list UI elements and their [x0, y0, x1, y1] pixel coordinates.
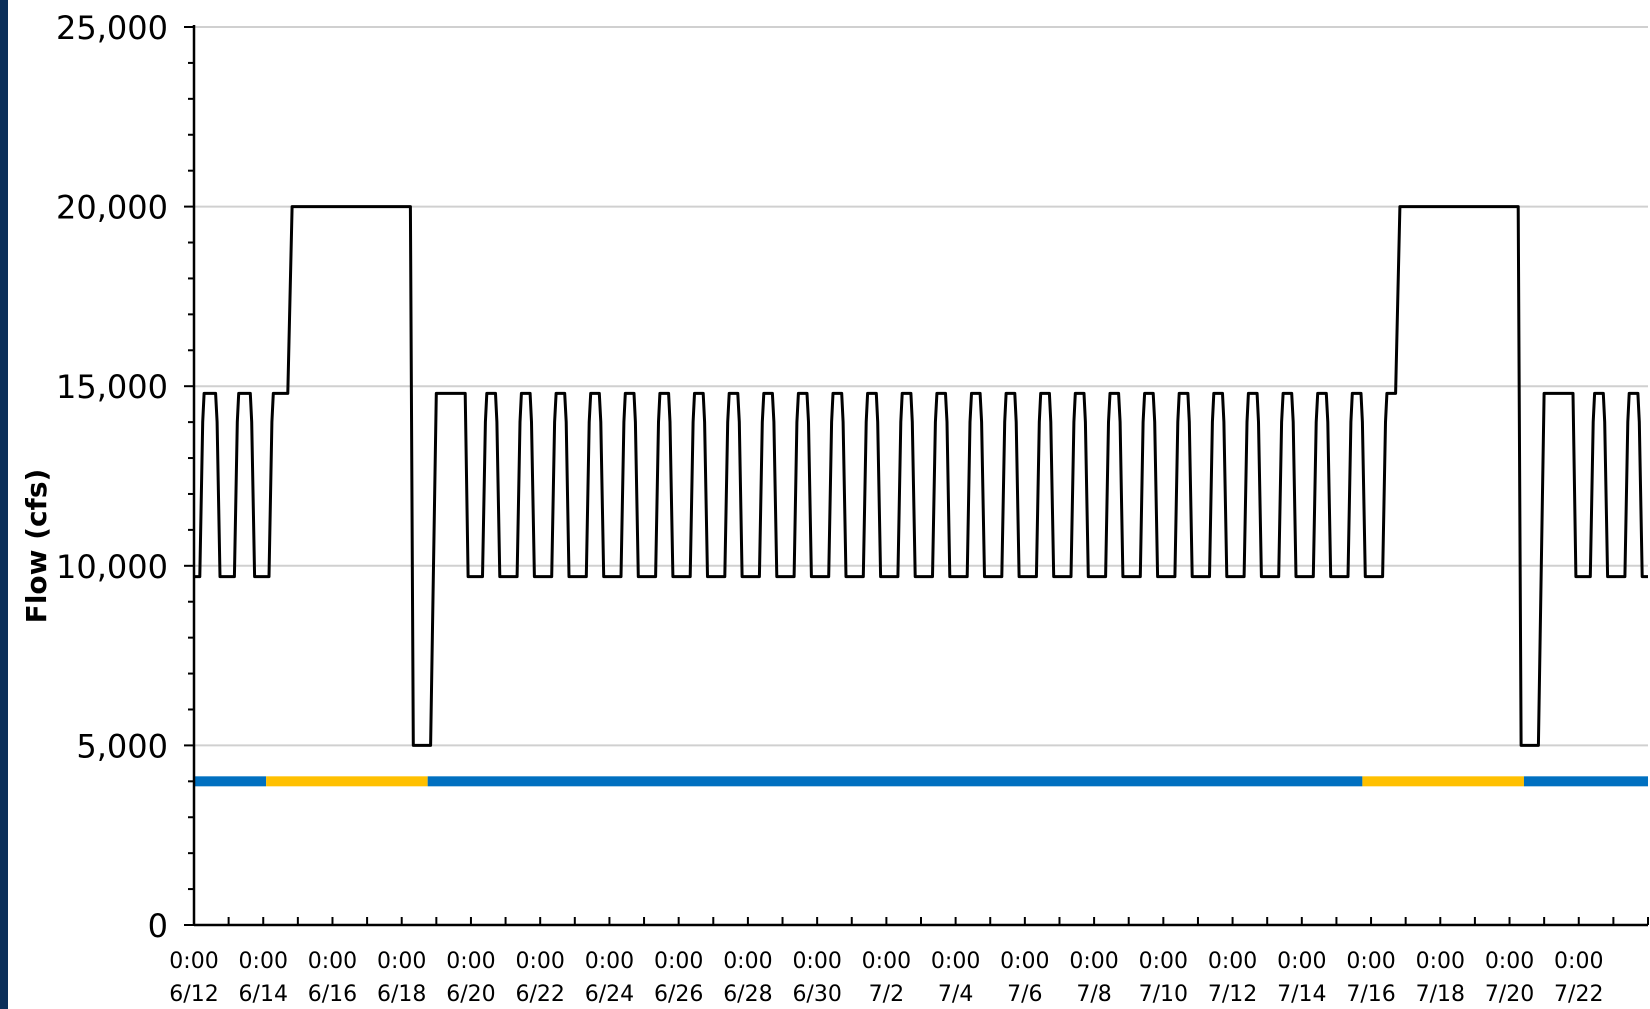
x-tick-date: 6/20 [446, 982, 495, 1007]
x-tick-time: 0:00 [1346, 949, 1395, 974]
x-tick-label: 0:00 6/30 [792, 949, 841, 1007]
x-tick-date: 7/22 [1554, 982, 1603, 1007]
x-tick-date: 6/30 [792, 982, 841, 1007]
x-tick-time: 0:00 [308, 949, 357, 974]
x-tick-time: 0:00 [1000, 949, 1049, 974]
chart-frame: 0 5,000 10,000 15,000 20,000 25,000 0:00 6/12 0… [8, 0, 1650, 1009]
series-layer [194, 205, 1648, 747]
x-tick-label: 0:00 7/6 [1000, 949, 1049, 1007]
period-band [1523, 776, 1648, 787]
x-tick-date: 7/18 [1416, 982, 1465, 1007]
x-tick-label: 0:00 7/14 [1277, 949, 1326, 1007]
x-tick-time: 0:00 [585, 949, 634, 974]
x-tick-label: 0:00 7/16 [1346, 949, 1395, 1007]
x-tick-date: 7/14 [1277, 982, 1326, 1007]
x-tick-time: 0:00 [1208, 949, 1257, 974]
x-tick-date: 6/28 [723, 982, 772, 1007]
x-tick-date: 6/14 [239, 982, 288, 1007]
x-tick-date: 6/18 [377, 982, 426, 1007]
x-tick-label: 0:00 7/8 [1069, 949, 1118, 1007]
period-bands [194, 776, 1648, 787]
x-tick-time: 0:00 [1485, 949, 1534, 974]
x-tick-date: 7/4 [938, 982, 973, 1007]
y-axis-label: Flow (cfs) [20, 469, 53, 624]
x-tick-time: 0:00 [1416, 949, 1465, 974]
x-tick-time: 0:00 [1069, 949, 1118, 974]
x-tick-label: 0:00 7/18 [1416, 949, 1465, 1007]
y-tick-labels: 0 5,000 10,000 15,000 20,000 25,000 [56, 9, 168, 945]
period-band [427, 776, 1363, 787]
x-tick-time: 0:00 [792, 949, 841, 974]
x-tick-time: 0:00 [1139, 949, 1188, 974]
x-tick-date: 7/10 [1139, 982, 1188, 1007]
y-tick-label: 5,000 [76, 727, 168, 765]
x-tick-time: 0:00 [515, 949, 564, 974]
x-tick-date: 7/16 [1346, 982, 1395, 1007]
x-tick-label: 0:00 7/20 [1485, 949, 1534, 1007]
x-tick-label: 0:00 6/22 [515, 949, 564, 1007]
x-tick-date: 7/12 [1208, 982, 1257, 1007]
x-tick-time: 0:00 [239, 949, 288, 974]
x-tick-time: 0:00 [931, 949, 980, 974]
x-tick-label: 0:00 7/12 [1208, 949, 1257, 1007]
x-tick-date: 6/22 [515, 982, 564, 1007]
x-tick-date: 6/26 [654, 982, 703, 1007]
y-tick-label: 10,000 [56, 548, 168, 586]
x-tick-time: 0:00 [723, 949, 772, 974]
x-tick-time: 0:00 [446, 949, 495, 974]
x-tick-date: 7/2 [869, 982, 904, 1007]
x-tick-time: 0:00 [862, 949, 911, 974]
period-band [266, 776, 428, 787]
x-tick-label: 0:00 6/18 [377, 949, 426, 1007]
x-tick-date: 7/20 [1485, 982, 1534, 1007]
x-tick-label: 0:00 6/28 [723, 949, 772, 1007]
x-tick-label: 0:00 6/12 [169, 949, 218, 1007]
y-tick-label: 25,000 [56, 9, 168, 47]
x-tick-label: 0:00 6/16 [308, 949, 357, 1007]
x-tick-label: 0:00 6/20 [446, 949, 495, 1007]
x-tick-time: 0:00 [1277, 949, 1326, 974]
x-tick-date: 6/12 [169, 982, 218, 1007]
x-tick-label: 0:00 7/10 [1139, 949, 1188, 1007]
x-tick-time: 0:00 [377, 949, 426, 974]
x-tick-label: 0:00 7/22 [1554, 949, 1603, 1007]
x-tick-label: 0:00 7/2 [862, 949, 911, 1007]
x-tick-time: 0:00 [654, 949, 703, 974]
x-tick-time: 0:00 [169, 949, 218, 974]
axes [184, 25, 1649, 927]
x-tick-time: 0:00 [1554, 949, 1603, 974]
y-tick-label: 15,000 [56, 368, 168, 406]
x-tick-label: 0:00 6/26 [654, 949, 703, 1007]
x-tick-date: 6/16 [308, 982, 357, 1007]
x-tick-label: 0:00 6/14 [239, 949, 288, 1007]
x-tick-date: 7/8 [1076, 982, 1111, 1007]
flow-series-line [194, 205, 1648, 747]
x-tick-label: 0:00 6/24 [585, 949, 634, 1007]
period-band [194, 776, 267, 787]
x-tick-labels: 0:00 6/12 0:00 6/14 0:00 6/16 0:00 6/18 0:00 6/20… [169, 949, 1603, 1007]
period-band [1362, 776, 1524, 787]
x-tick-date: 6/24 [585, 982, 634, 1007]
x-tick-label: 0:00 7/4 [931, 949, 980, 1007]
y-tick-label: 20,000 [56, 189, 168, 227]
y-tick-label: 0 [148, 907, 168, 945]
x-tick-date: 7/6 [1007, 982, 1042, 1007]
